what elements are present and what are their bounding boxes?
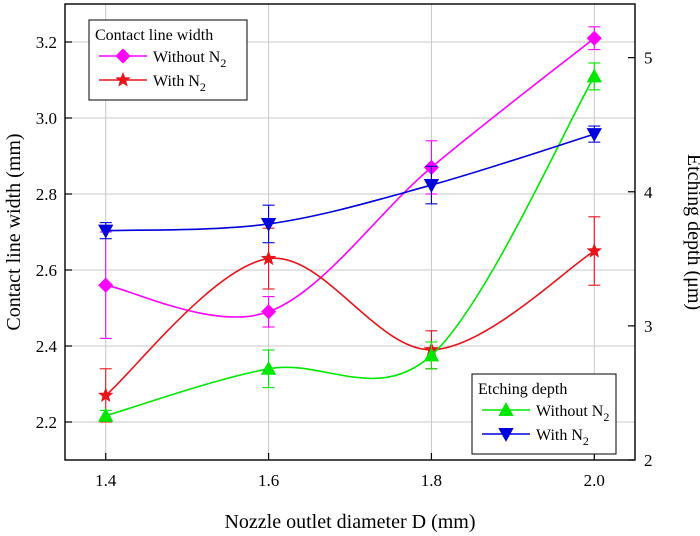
legend-marker	[498, 402, 514, 417]
legend-title: Etching depth	[478, 381, 567, 398]
y-tick-label-right: 3	[644, 317, 653, 336]
grid	[65, 4, 635, 460]
y-tick-label-left: 2.8	[36, 185, 57, 204]
data-point	[423, 179, 440, 193]
data-point	[97, 387, 114, 402]
series-line	[105, 37, 595, 318]
series-2	[98, 62, 602, 422]
legend: Etching depth Without N2 With N2	[471, 373, 617, 455]
y-axis-title-left: Contact line width (mm)	[3, 133, 25, 330]
legend-box	[471, 373, 617, 455]
x-tick-label: 2.0	[584, 471, 605, 490]
legend-label-subscript: 2	[583, 434, 589, 448]
x-tick-label: 1.8	[421, 471, 442, 490]
legend-label: With N2	[153, 73, 206, 94]
ticks-layer: 1.4 1.6 1.8 2.0 2.2 2.4 2.6 2.8 3.0 3.2 2 3 4 5	[36, 33, 653, 490]
x-tick-label: 1.4	[95, 471, 117, 490]
legend-label: Without N2	[536, 403, 609, 424]
legend-label: With N2	[536, 427, 589, 448]
data-point	[586, 68, 602, 83]
y-tick-label-left: 2.2	[36, 413, 57, 432]
series-layer	[97, 26, 603, 423]
series-line	[105, 76, 595, 417]
y-tick-label-left: 3.0	[36, 109, 57, 128]
data-point	[98, 224, 114, 239]
legend-marker	[115, 71, 131, 87]
data-point	[261, 304, 277, 320]
data-point	[98, 407, 114, 422]
data-point	[260, 360, 277, 375]
series-line	[105, 133, 595, 232]
data-point	[586, 30, 602, 46]
y-tick-label-right: 4	[644, 183, 653, 202]
x-tick-label: 1.6	[258, 471, 279, 490]
y-tick-label-right: 5	[644, 49, 653, 68]
y-tick-label-left: 2.6	[36, 261, 57, 280]
data-point	[260, 250, 277, 266]
data-point	[586, 242, 603, 258]
y-tick-label-left: 2.4	[36, 337, 58, 356]
legend-title: Contact line width	[95, 27, 213, 44]
legend-marker	[498, 427, 514, 442]
legend-box	[88, 19, 248, 101]
legend: Contact line width Without N2 With N2	[88, 19, 248, 101]
data-point	[586, 128, 602, 142]
data-point	[260, 217, 277, 232]
plot-frame	[64, 3, 636, 461]
y-axis-title-right: Etching depth (μm)	[683, 154, 700, 310]
series-3	[98, 125, 602, 244]
legend-label-subscript: 2	[603, 410, 609, 424]
y-tick-label-left: 3.2	[36, 33, 57, 52]
x-axis-title: Nozzle outlet diameter D (mm)	[224, 511, 475, 533]
legend-marker	[115, 48, 131, 64]
y-tick-label-right: 2	[644, 451, 653, 470]
legend-label: Without N2	[153, 49, 226, 70]
legend-label-subscript: 2	[220, 56, 226, 70]
series-line	[105, 250, 595, 397]
legend-label-subscript: 2	[200, 80, 206, 94]
data-point	[98, 277, 114, 293]
data-point	[423, 347, 440, 362]
